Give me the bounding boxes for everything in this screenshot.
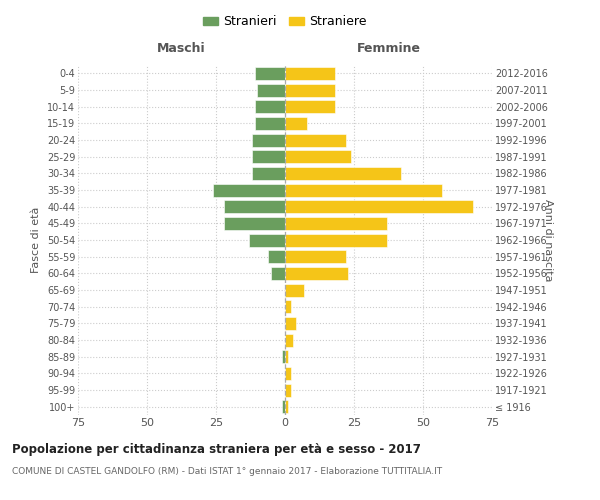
Bar	[285, 100, 335, 113]
Bar	[285, 84, 335, 96]
Bar	[285, 334, 293, 346]
Text: Femmine: Femmine	[356, 42, 421, 55]
Bar	[285, 134, 346, 146]
Bar	[268, 250, 285, 263]
Bar	[252, 134, 285, 146]
Bar	[249, 234, 285, 246]
Bar	[285, 367, 290, 380]
Bar	[285, 300, 290, 313]
Bar	[254, 67, 285, 80]
Y-axis label: Anni di nascita: Anni di nascita	[543, 198, 553, 281]
Bar	[285, 200, 473, 213]
Bar	[224, 200, 285, 213]
Bar	[224, 217, 285, 230]
Bar	[285, 167, 401, 180]
Bar	[285, 350, 288, 363]
Bar	[282, 350, 285, 363]
Bar	[282, 400, 285, 413]
Bar	[285, 67, 335, 80]
Bar	[285, 267, 349, 280]
Bar	[213, 184, 285, 196]
Bar	[285, 284, 304, 296]
Bar	[254, 117, 285, 130]
Bar	[285, 234, 387, 246]
Bar	[285, 250, 346, 263]
Text: Popolazione per cittadinanza straniera per età e sesso - 2017: Popolazione per cittadinanza straniera p…	[12, 442, 421, 456]
Bar	[271, 267, 285, 280]
Bar	[252, 167, 285, 180]
Bar	[285, 117, 307, 130]
Bar	[285, 384, 290, 396]
Bar	[285, 217, 387, 230]
Bar	[254, 100, 285, 113]
Bar	[285, 150, 351, 163]
Legend: Stranieri, Straniere: Stranieri, Straniere	[203, 15, 367, 28]
Bar	[252, 150, 285, 163]
Bar	[285, 317, 296, 330]
Bar	[285, 184, 442, 196]
Text: Maschi: Maschi	[157, 42, 206, 55]
Y-axis label: Fasce di età: Fasce di età	[31, 207, 41, 273]
Bar	[257, 84, 285, 96]
Text: COMUNE DI CASTEL GANDOLFO (RM) - Dati ISTAT 1° gennaio 2017 - Elaborazione TUTTI: COMUNE DI CASTEL GANDOLFO (RM) - Dati IS…	[12, 468, 442, 476]
Bar	[285, 400, 288, 413]
